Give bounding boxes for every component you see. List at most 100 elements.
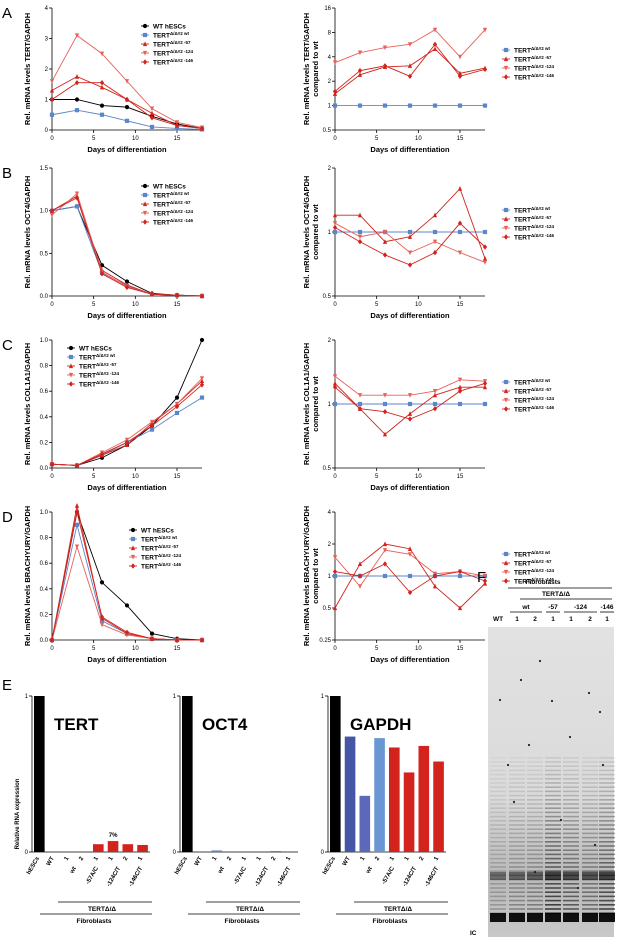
data-point bbox=[149, 115, 155, 121]
speck bbox=[538, 659, 542, 663]
ladder-band bbox=[563, 757, 579, 759]
ladder-band bbox=[509, 841, 525, 843]
data-point bbox=[382, 561, 388, 567]
ladder-band bbox=[545, 765, 561, 767]
ladder-band bbox=[527, 883, 543, 885]
ladder-band bbox=[490, 815, 506, 818]
ladder-band bbox=[599, 769, 615, 772]
bar bbox=[433, 761, 444, 852]
y-tick-label: 0 bbox=[25, 850, 29, 856]
lane-label: 1 bbox=[515, 616, 519, 623]
x-tick-label: 0 bbox=[333, 474, 337, 480]
data-point bbox=[357, 229, 363, 235]
ladder-band bbox=[509, 857, 525, 860]
lane-label: 2 bbox=[533, 616, 537, 623]
data-point bbox=[332, 573, 338, 579]
gel-image bbox=[488, 627, 614, 937]
data-point bbox=[432, 573, 438, 579]
ladder-band bbox=[563, 849, 579, 851]
ladder-band bbox=[582, 853, 598, 856]
data-point bbox=[199, 382, 205, 388]
legend-label: TERTΔ/Δ#2 wt bbox=[153, 31, 189, 40]
data-point bbox=[199, 376, 205, 381]
speck bbox=[512, 800, 516, 804]
data-point bbox=[357, 393, 363, 398]
data-point bbox=[99, 80, 105, 86]
y-tick-label: 0.4 bbox=[40, 415, 49, 421]
ladder-band bbox=[490, 769, 506, 772]
category-label: 2 bbox=[226, 855, 233, 861]
ladder-band bbox=[599, 887, 615, 889]
ladder-band bbox=[582, 904, 598, 906]
data-point bbox=[332, 605, 338, 611]
ladder-band bbox=[582, 899, 598, 902]
ladder-band bbox=[490, 757, 506, 759]
chart-title: GAPDH bbox=[350, 715, 411, 734]
ladder-band bbox=[527, 895, 543, 898]
ladder-band bbox=[563, 870, 579, 872]
data-point bbox=[332, 212, 338, 218]
data-point bbox=[99, 271, 105, 277]
category-label: 2 bbox=[123, 855, 130, 861]
bar bbox=[374, 738, 385, 852]
strong-band bbox=[563, 872, 579, 880]
legend-label: TERTΔ/Δ#2 -146 bbox=[153, 58, 193, 67]
data-point bbox=[432, 239, 438, 245]
legend-label: TERTΔ/Δ#2 -57 bbox=[514, 215, 552, 224]
x-tick-label: 5 bbox=[92, 302, 96, 308]
ladder-band bbox=[563, 853, 579, 856]
data-point bbox=[432, 583, 438, 589]
ladder-band bbox=[545, 815, 561, 818]
y-tick-label: 0.0 bbox=[40, 294, 49, 300]
ladder-band bbox=[527, 891, 543, 893]
bar bbox=[137, 844, 148, 852]
legend-marker bbox=[503, 47, 509, 53]
x-axis-label: Days of differentiation bbox=[370, 311, 450, 320]
series-line bbox=[334, 383, 485, 435]
ladder-band bbox=[545, 799, 561, 801]
x-tick-label: 5 bbox=[375, 136, 379, 142]
data-point bbox=[457, 220, 463, 226]
data-point bbox=[49, 79, 55, 84]
data-point bbox=[174, 395, 180, 400]
ladder-band bbox=[563, 815, 579, 818]
data-point bbox=[382, 239, 388, 244]
y-tick-label: 16 bbox=[324, 6, 331, 12]
bar bbox=[359, 795, 371, 852]
ladder-band bbox=[509, 849, 525, 851]
legend-marker bbox=[142, 59, 148, 65]
ladder-band bbox=[527, 803, 543, 805]
strong-band bbox=[582, 872, 598, 880]
legend-label: TERTΔ/Δ#2 -124 bbox=[514, 396, 554, 405]
x-tick-label: 10 bbox=[132, 474, 139, 480]
series-line bbox=[334, 375, 486, 396]
legend-marker bbox=[130, 527, 136, 533]
ladder-band bbox=[545, 786, 561, 788]
y-tick-label: 0.2 bbox=[40, 612, 49, 618]
category-label: 1 bbox=[241, 855, 248, 861]
ladder-band bbox=[527, 849, 543, 851]
ladder-band bbox=[599, 899, 615, 902]
ladder-band bbox=[563, 899, 579, 902]
ic-band bbox=[527, 913, 543, 922]
ladder-band bbox=[563, 778, 579, 780]
ladder-band bbox=[545, 895, 561, 898]
left-plot: 0.0 0.2 0.4 0.6 0.8 1.0 0 5 10 15 Days of differen… bbox=[23, 337, 205, 492]
ladder-band bbox=[527, 832, 543, 835]
data-point bbox=[432, 103, 438, 108]
ladder-band bbox=[563, 803, 579, 805]
legend-marker bbox=[503, 216, 509, 222]
ladder-band bbox=[527, 799, 543, 801]
legend-label: TERTΔ/Δ#2 wt bbox=[79, 353, 115, 362]
ladder-band bbox=[490, 841, 506, 843]
y-axis-label: Rel. mRNA levels COL1A1/GAPDHcompared to… bbox=[302, 343, 320, 465]
ladder-band bbox=[599, 765, 615, 767]
data-point bbox=[149, 124, 155, 130]
bar bbox=[403, 772, 415, 852]
legend-marker bbox=[503, 551, 509, 557]
left-plot: 0 1 2 3 4 0 5 10 15 Days of differentiation Rel. m… bbox=[23, 6, 205, 154]
data-point bbox=[457, 186, 463, 191]
ladder-band bbox=[599, 828, 615, 830]
genotype-label: TERTΔ/Δ bbox=[542, 591, 570, 598]
legend-label: TERTΔ/Δ#2 wt bbox=[153, 191, 189, 200]
